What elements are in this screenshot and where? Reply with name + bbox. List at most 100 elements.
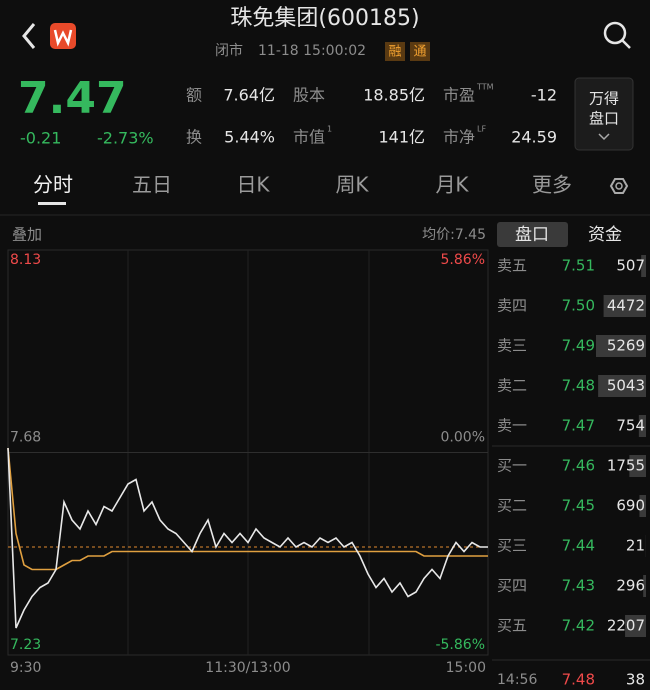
book-label: 买三 (497, 537, 527, 555)
tab[interactable]: 日K (236, 173, 270, 197)
book-price: 7.42 (562, 617, 595, 635)
book-price: 7.51 (562, 257, 595, 275)
stat-value: 7.64亿 (223, 86, 275, 105)
stat-sup: LF (477, 125, 486, 134)
volume-bar (603, 295, 646, 317)
stat-value: 5.44% (224, 128, 275, 147)
tag-bg (410, 42, 430, 61)
book-price: 7.45 (562, 497, 595, 515)
trade-price: 7.48 (562, 671, 595, 689)
y-tick-label: 7.23 (10, 637, 41, 653)
volume-bar (598, 375, 646, 397)
book-label: 买五 (497, 617, 527, 635)
book-price: 7.49 (562, 337, 595, 355)
avg-line (7, 447, 488, 571)
stat-label: 市值 (293, 128, 325, 147)
book-volume: 5269 (607, 337, 645, 355)
price: 7.47 (18, 73, 127, 124)
tab[interactable]: 分时 (33, 173, 73, 197)
x-tick-label: 15:00 (446, 660, 486, 676)
pct-tick-label: -5.86% (435, 637, 485, 653)
pct-tick-label: 5.86% (441, 252, 485, 268)
book-volume: 4472 (607, 297, 645, 315)
tab[interactable]: 月K (435, 173, 469, 197)
chevron (598, 133, 610, 141)
stat-label: 市净 (443, 128, 475, 147)
book-label: 卖二 (497, 377, 527, 395)
x-tick-label: 9:30 (10, 660, 41, 676)
tab-active-bg (497, 222, 568, 247)
book-label: 卖一 (497, 417, 527, 435)
change: -0.21 (20, 129, 61, 148)
button-label: 万得 (589, 90, 619, 108)
trade-volume: 38 (626, 671, 645, 689)
book-volume: 1755 (607, 457, 645, 475)
book-volume: 690 (616, 497, 645, 515)
back-button[interactable] (22, 23, 36, 49)
y-tick-label: 7.68 (10, 430, 41, 446)
stat-sup: 1 (327, 125, 332, 134)
button-label: 盘口 (589, 110, 619, 128)
book-price: 7.43 (562, 577, 595, 595)
pct-tick-label: 0.00% (441, 430, 485, 446)
book-volume: 507 (616, 257, 645, 275)
book-label: 买四 (497, 577, 527, 595)
tab[interactable]: 周K (335, 173, 369, 197)
volume-bar (629, 455, 646, 477)
stat-label: 股本 (293, 86, 325, 105)
volume-bar (625, 615, 646, 637)
book-price: 7.50 (562, 297, 595, 315)
tab[interactable]: 更多 (532, 173, 572, 197)
volume-bar (639, 495, 646, 517)
book-label: 买二 (497, 497, 527, 515)
stat-sup: TTM (476, 83, 494, 92)
volume-bar (643, 575, 646, 597)
price-line (7, 447, 488, 629)
wind-button[interactable] (574, 77, 634, 151)
book-label: 卖五 (497, 257, 527, 275)
stat-label: 市盈 (443, 86, 475, 105)
book-price: 7.48 (562, 377, 595, 395)
book-label: 卖三 (497, 337, 527, 355)
volume-bar (596, 335, 646, 357)
change-pct: -2.73% (97, 129, 154, 148)
app-icon (50, 23, 76, 49)
stat-value: 18.85亿 (363, 86, 425, 105)
tab-underline (38, 202, 66, 205)
stat-value: 141亿 (378, 128, 425, 147)
tag: 融 (388, 45, 401, 60)
stat-label: 换 (186, 128, 202, 147)
x-tick-label: 11:30/13:00 (205, 660, 290, 676)
search-button[interactable] (603, 21, 631, 49)
book-volume: 5043 (607, 377, 645, 395)
book-tab[interactable]: 盘口 (515, 225, 549, 245)
tab[interactable]: 五日 (132, 173, 172, 197)
y-tick-label: 8.13 (10, 252, 41, 268)
title: 珠免集团(600185) (230, 6, 419, 31)
stat-value: 24.59 (511, 128, 557, 147)
datetime: 11-18 15:00:02 (258, 43, 366, 59)
book-volume: 21 (626, 537, 645, 555)
tag-bg (385, 42, 405, 61)
book-volume: 2207 (607, 617, 645, 635)
book-price: 7.46 (562, 457, 595, 475)
avg-price: 均价:7.45 (422, 227, 486, 243)
stat-value: -12 (531, 86, 557, 105)
settings-button[interactable] (609, 178, 629, 194)
volume-bar (638, 415, 646, 437)
book-price: 7.47 (562, 417, 595, 435)
volume-bar (641, 255, 646, 277)
tag: 通 (413, 45, 426, 60)
status: 闭市 (215, 42, 243, 59)
book-volume: 296 (616, 577, 645, 595)
book-volume: 754 (616, 417, 645, 435)
book-label: 卖四 (497, 297, 527, 315)
overlay: 叠加 (12, 226, 42, 244)
trade-time: 14:56 (497, 672, 537, 688)
book-label: 买一 (497, 457, 527, 475)
book-tab[interactable]: 资金 (588, 225, 622, 245)
stat-label: 额 (186, 86, 202, 105)
